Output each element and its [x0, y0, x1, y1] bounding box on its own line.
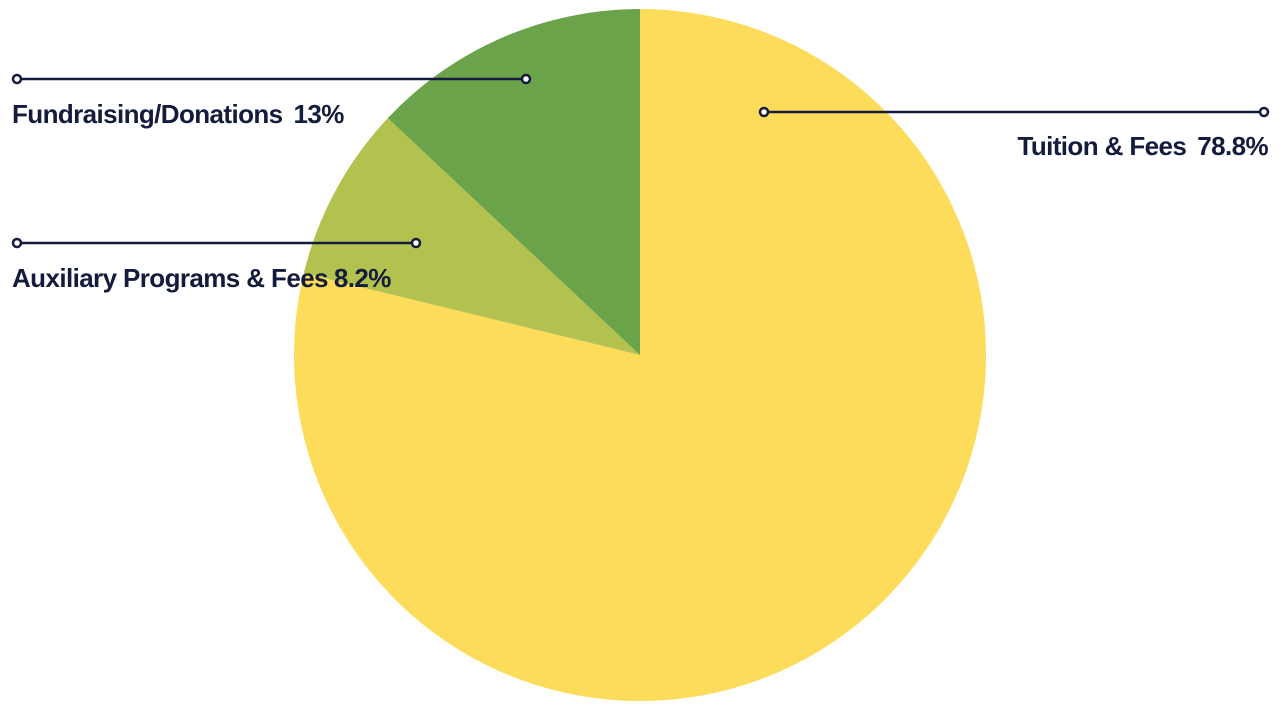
pie-slices — [294, 9, 987, 702]
slice-value-auxiliary: 8.2% — [334, 263, 391, 293]
slice-name-auxiliary: Auxiliary Programs & Fees — [12, 263, 328, 293]
callout-dot-start-fundraising — [11, 73, 23, 85]
slice-name-tuition: Tuition & Fees — [1017, 131, 1186, 161]
callout-dot-end-auxiliary — [410, 237, 422, 249]
callout-dot-end-tuition — [1258, 106, 1270, 118]
slice-value-tuition: 78.8% — [1197, 131, 1268, 161]
pie-slice-tuition — [294, 9, 987, 702]
callout-auxiliary: Auxiliary Programs & Fees 8.2% — [11, 237, 422, 293]
pie-slice-auxiliary — [303, 118, 640, 356]
callout-dot-start-auxiliary — [11, 237, 23, 249]
callout-tuition: Tuition & Fees 78.8% — [758, 106, 1270, 161]
slice-label-tuition: Tuition & Fees 78.8% — [1017, 131, 1268, 161]
callout-dot-end-fundraising — [520, 73, 532, 85]
callout-fundraising: Fundraising/Donations 13% — [11, 73, 532, 129]
slice-value-fundraising: 13% — [294, 99, 345, 129]
pie-slice-fundraising — [387, 9, 640, 355]
callout-dot-start-tuition — [758, 106, 770, 118]
slice-label-fundraising: Fundraising/Donations 13% — [12, 99, 344, 129]
slice-name-fundraising: Fundraising/Donations — [12, 99, 283, 129]
slice-label-auxiliary: Auxiliary Programs & Fees 8.2% — [12, 263, 391, 293]
